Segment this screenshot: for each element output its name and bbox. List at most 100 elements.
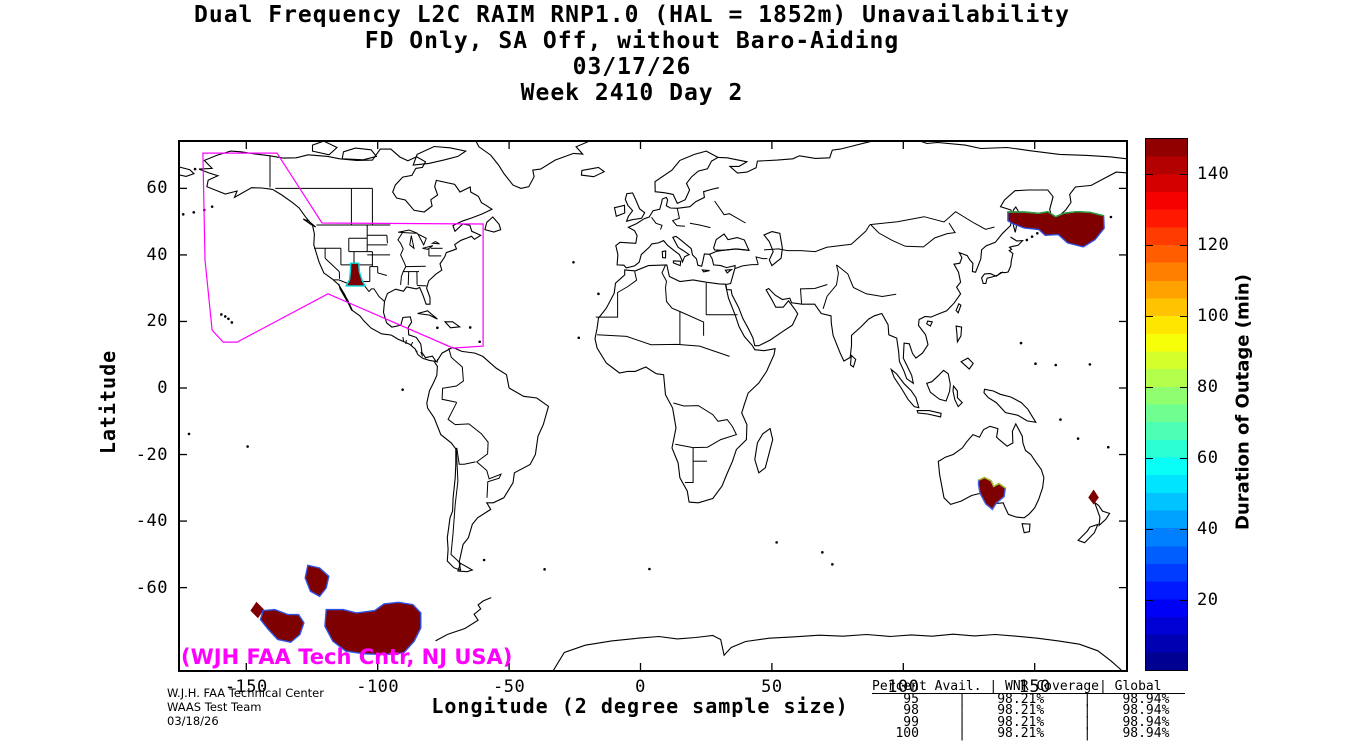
island-dot <box>1054 363 1058 367</box>
coastline-blackSea <box>713 233 750 251</box>
y-axis-tick-label: 60 <box>146 178 168 199</box>
colorbar-tick-mark <box>1145 245 1153 246</box>
y-axis-tick-label: -20 <box>135 444 168 465</box>
country-border <box>397 231 407 285</box>
colorbar-gradient <box>1146 139 1187 670</box>
waas-boundary <box>202 152 484 349</box>
country-border <box>441 347 464 403</box>
coastline-victoria <box>341 147 378 161</box>
colorbar <box>1145 138 1188 671</box>
colorbar-tick-mark <box>1145 458 1153 459</box>
stats-table-row: 98 | 98.21% | 98.94% <box>872 703 1170 718</box>
island-dot <box>1106 445 1110 449</box>
colorbar-tick-label: 40 <box>1197 519 1219 539</box>
island-dot <box>230 321 234 324</box>
island-dot <box>187 432 191 436</box>
coastline-newfoundland <box>484 216 502 233</box>
island-dot <box>223 315 227 318</box>
country-border <box>386 235 388 244</box>
island-dot <box>648 567 651 571</box>
footer-credit: W.J.H. FAA Technical Center WAAS Test Te… <box>167 686 324 728</box>
colorbar-tick-label: 80 <box>1197 377 1219 397</box>
coastline-crete <box>701 269 710 273</box>
coastline-sriLanka <box>849 354 857 368</box>
stats-table-header: Percent Avail. | WNR Coverage| Global <box>872 679 1186 694</box>
island-dot <box>775 541 778 544</box>
coastline-scandinavia <box>654 150 720 205</box>
island-dot <box>227 317 230 321</box>
title-block: Dual Frequency L2C RAIM RNP1.0 (HAL = 18… <box>157 2 1107 106</box>
title-line-3: 03/17/26 <box>572 54 692 80</box>
island-dot <box>181 213 185 216</box>
title-line-4: Week 2410 Day 2 <box>520 80 744 106</box>
x-axis-tick-label: 0 <box>635 677 646 697</box>
coastline-sardinia <box>661 250 667 259</box>
country-border <box>661 264 705 336</box>
lake-outline <box>416 232 427 247</box>
coastline-southAmerica <box>426 346 550 572</box>
y-axis-label: Latitude <box>96 349 120 455</box>
colorbar-tick-mark <box>1145 316 1153 317</box>
island-dot <box>543 568 546 571</box>
coastline-tasmania <box>1021 523 1031 534</box>
country-border <box>405 340 407 345</box>
coastline-ireland <box>613 204 626 218</box>
island-dot <box>1088 363 1092 366</box>
coastline-chukotkaW <box>180 166 196 177</box>
coastline-sumatra <box>889 367 920 409</box>
island-dot <box>577 336 581 340</box>
country-border <box>714 200 746 224</box>
x-axis-tick-label: 150 <box>1018 677 1051 697</box>
coastline-vancouver <box>302 218 317 228</box>
coastline-baffin <box>412 145 468 166</box>
colorbar-tick-mark <box>1180 245 1188 246</box>
country-border <box>420 351 424 357</box>
y-axis-tick-label: 40 <box>146 244 168 265</box>
colorbar-tick-mark <box>1180 174 1188 175</box>
coastline-baja <box>338 283 354 312</box>
island-dot <box>246 445 249 448</box>
coastline-hispaniola <box>443 321 462 329</box>
coastline-africa <box>594 264 776 504</box>
island-dot <box>210 205 214 208</box>
coastline-japan <box>980 236 1024 285</box>
country-border <box>734 264 759 270</box>
coastline-sulawesi <box>952 384 963 408</box>
country-border <box>447 402 502 498</box>
footer-line-1: W.J.H. FAA Technical Center <box>167 686 324 700</box>
country-border <box>651 217 663 230</box>
world-map-svg <box>180 142 1126 670</box>
coastline-caspian <box>763 231 783 267</box>
y-axis-tick-label: 20 <box>146 311 168 332</box>
country-border <box>456 447 476 465</box>
island-dot <box>1036 231 1039 235</box>
island-dot <box>482 558 486 562</box>
colorbar-tick-mark <box>1180 600 1188 601</box>
coastline-northAmerica <box>198 148 494 363</box>
plot-area <box>178 140 1128 672</box>
y-axis-tick-label: -40 <box>135 511 168 532</box>
country-border <box>671 208 685 227</box>
colorbar-tick-mark <box>1145 174 1153 175</box>
coastline-antarctica <box>552 633 1122 670</box>
country-border <box>402 337 405 342</box>
country-border <box>450 447 461 564</box>
colorbar-label: Duration of Outage (min) <box>1232 274 1254 530</box>
stats-table-row: 95 | 98.21% | 98.94% <box>872 691 1170 707</box>
coastline-greenland <box>475 142 589 189</box>
title-line-2: FD Only, SA Off, without Baro-Aiding <box>364 28 900 54</box>
country-border <box>673 402 738 449</box>
country-border <box>689 222 711 229</box>
lake-outline <box>422 245 434 250</box>
island-dot <box>478 340 481 344</box>
island-dot <box>401 388 404 391</box>
country-border <box>415 350 418 352</box>
coastline-java <box>916 410 942 418</box>
island-dot <box>436 326 439 330</box>
lake-outline <box>430 241 440 245</box>
island-dot <box>572 260 575 264</box>
country-border <box>324 257 340 272</box>
coastline-nzNorth <box>1093 500 1111 527</box>
outage-region-tasman-diamond <box>1088 489 1099 505</box>
country-border <box>870 222 956 248</box>
